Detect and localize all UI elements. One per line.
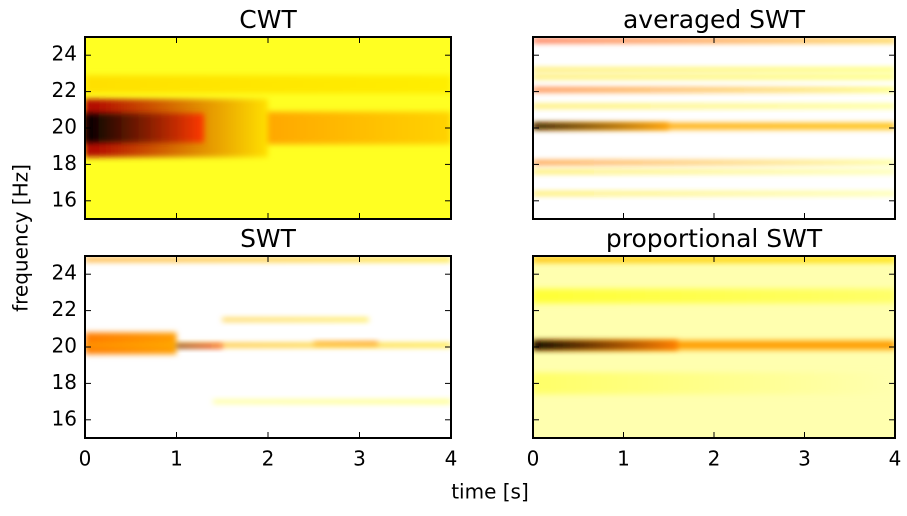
heat-ridge <box>222 318 369 322</box>
x-tick-label: 4 <box>445 447 458 471</box>
x-tick-label: 3 <box>798 447 811 471</box>
subplot-title: SWT <box>240 224 297 253</box>
x-tick-label: 0 <box>527 447 540 471</box>
x-tick-label: 1 <box>617 447 630 471</box>
subplot-title: averaged SWT <box>623 5 806 34</box>
x-tick-label: 4 <box>889 447 902 471</box>
y-tick-label: 20 <box>52 334 77 358</box>
x-tick-label: 2 <box>262 447 275 471</box>
y-tick-label: 16 <box>52 187 77 211</box>
x-tick-label: 0 <box>79 447 92 471</box>
heat-ridge <box>533 288 895 304</box>
heatmap <box>85 37 451 219</box>
heat-ridge <box>533 122 895 130</box>
heatmap <box>85 256 451 438</box>
y-tick-label: 20 <box>52 115 77 139</box>
heat-ridge <box>533 170 895 174</box>
x-tick-label: 3 <box>353 447 366 471</box>
heatmap <box>533 256 895 438</box>
heat-ridge <box>533 68 895 72</box>
y-tick-label: 22 <box>52 78 77 102</box>
heat-ridge <box>533 75 895 79</box>
y-axis-label: frequency [Hz] <box>9 164 33 312</box>
heat-ridge <box>85 75 451 94</box>
heat-ridge <box>213 400 451 403</box>
heat-ridge <box>313 341 378 345</box>
y-tick-label: 18 <box>52 151 77 175</box>
heat-ridge <box>533 123 669 129</box>
x-tick-label: 2 <box>708 447 721 471</box>
y-tick-label: 22 <box>52 297 77 321</box>
heat-ridge <box>85 113 204 143</box>
heat-ridge <box>85 343 451 347</box>
y-tick-label: 24 <box>52 42 77 66</box>
subplot-title: CWT <box>239 5 297 34</box>
subplot-title: proportional SWT <box>606 224 823 253</box>
heat-ridge <box>533 87 895 92</box>
x-tick-label: 1 <box>170 447 183 471</box>
heat-ridge <box>533 104 895 108</box>
heatmap <box>533 37 895 219</box>
heat-ridge <box>533 340 678 350</box>
y-tick-label: 18 <box>52 370 77 394</box>
heat-ridge <box>533 372 895 395</box>
heat-ridge <box>533 160 895 165</box>
y-tick-label: 24 <box>52 261 77 285</box>
heat-ridge <box>533 340 895 350</box>
y-tick-label: 16 <box>52 406 77 430</box>
heat-ridge <box>176 344 223 348</box>
heat-ridge <box>533 192 895 195</box>
x-axis-label: time [s] <box>451 480 529 504</box>
